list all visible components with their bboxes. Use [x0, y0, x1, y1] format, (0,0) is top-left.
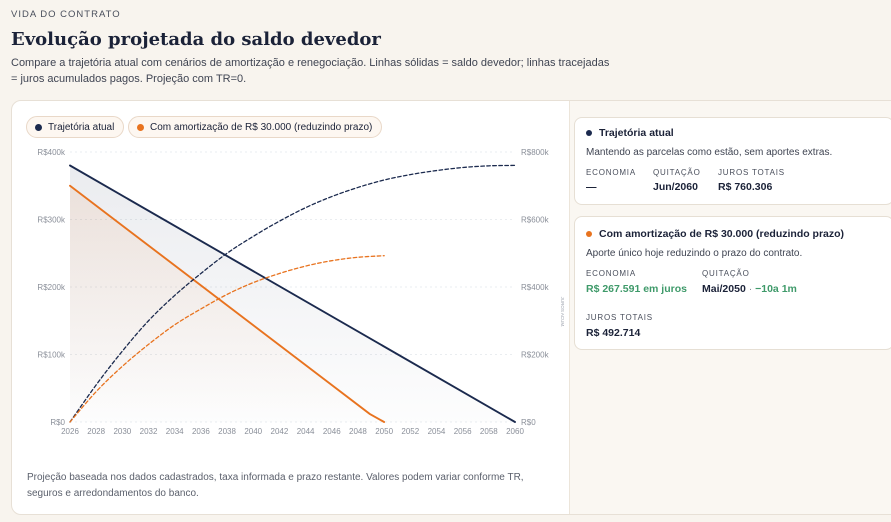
x-tick-label: 2040	[244, 427, 262, 436]
series-line-saldo	[69, 184, 386, 423]
page-eyebrow: VIDA DO CONTRATO	[11, 9, 121, 20]
x-tick-label: 2034	[166, 427, 184, 436]
y-left-tick-label: R$300k	[37, 216, 66, 225]
x-tick-label: 2056	[454, 427, 472, 436]
scenario-card-amortizacao[interactable]: Com amortização de R$ 30.000 (reduzindo …	[574, 216, 891, 350]
stat-value-juros-totais: R$ 760.306	[718, 181, 773, 193]
card-title: Trajetória atual	[586, 127, 674, 139]
scenario-dot-icon	[586, 231, 592, 237]
stat-label-quitacao: QUITAÇÃO	[702, 269, 750, 278]
y-right-tick-label: R$600k	[521, 216, 550, 225]
stat-label-juros-totais: JUROS TOTAIS	[586, 313, 653, 322]
page-title: Evolução projetada do saldo devedor	[11, 29, 381, 50]
x-tick-label: 2044	[297, 427, 315, 436]
page-subtitle: Compare a trajetória atual com cenários …	[11, 57, 610, 85]
series-line-juros	[69, 255, 385, 423]
legend-item-trajetoria-atual[interactable]: Trajetória atual	[26, 116, 125, 138]
series-line-juros	[69, 164, 516, 423]
stat-label-quitacao: QUITAÇÃO	[653, 168, 701, 177]
y-left-tick-label: R$100k	[37, 351, 66, 360]
stat-label-economia: ECONOMIA	[586, 168, 636, 177]
series-line-saldo	[69, 164, 516, 423]
stat-label-juros-totais: JUROS TOTAIS	[718, 168, 785, 177]
x-tick-label: 2030	[113, 427, 131, 436]
x-tick-label: 2046	[323, 427, 341, 436]
stat-label-economia: ECONOMIA	[586, 269, 636, 278]
stat-value-juros-totais: R$ 492.714	[586, 327, 641, 339]
x-tick-label: 2032	[140, 427, 158, 436]
legend-item-amortizacao[interactable]: Com amortização de R$ 30.000 (reduzindo …	[128, 116, 383, 138]
y-right-tick-label: R$400k	[521, 283, 550, 292]
card-description: Mantendo as parcelas como estão, sem apo…	[586, 147, 833, 158]
right-axis-label: JUROS ACUM.	[560, 297, 565, 328]
legend-dot-icon	[35, 123, 42, 131]
y-right-tick-label: R$800k	[521, 148, 550, 157]
y-left-tick-label: R$400k	[37, 148, 66, 157]
saldo-devedor-chart: R$0 R$100k R$200k R$300k R$400k R$0 R$200k R$4…	[37, 148, 565, 436]
x-tick-label: 2058	[480, 427, 498, 436]
card-description: Aporte único hoje reduzindo o prazo do c…	[586, 248, 803, 259]
stat-value-economia: R$ 267.591 em juros	[586, 283, 687, 295]
x-tick-label: 2042	[271, 427, 289, 436]
legend-label: Trajetória atual	[48, 121, 115, 133]
stat-delta-prazo: −10a 1m	[755, 283, 797, 295]
scenario-dot-icon	[586, 130, 592, 136]
x-tick-label: 2036	[192, 427, 210, 436]
x-tick-label: 2050	[375, 427, 393, 436]
x-tick-label: 2052	[401, 427, 419, 436]
stat-value-quitacao: Jun/2060	[653, 181, 698, 193]
legend-dot-icon	[137, 123, 144, 131]
series-area-fill	[70, 185, 385, 422]
stat-value-economia: —	[586, 181, 597, 193]
y-left-tick-label: R$0	[50, 418, 65, 427]
stat-value-quitacao: Mai/2050 · −10a 1m	[702, 283, 797, 295]
scenario-card-trajetoria-atual[interactable]: Trajetória atual Mantendo as parcelas co…	[574, 117, 891, 205]
legend-label: Com amortização de R$ 30.000 (reduzindo …	[150, 121, 373, 133]
chart-footnote: Projeção baseada nos dados cadastrados, …	[27, 472, 524, 499]
x-tick-label: 2054	[428, 427, 446, 436]
card-title: Com amortização de R$ 30.000 (reduzindo …	[586, 228, 844, 240]
x-tick-label: 2060	[506, 427, 524, 436]
x-tick-label: 2048	[349, 427, 367, 436]
y-left-tick-label: R$200k	[37, 283, 66, 292]
x-tick-label: 2026	[61, 427, 79, 436]
x-tick-label: 2028	[87, 427, 105, 436]
x-tick-label: 2038	[218, 427, 236, 436]
y-right-tick-label: R$200k	[521, 351, 550, 360]
y-right-tick-label: R$0	[521, 418, 536, 427]
